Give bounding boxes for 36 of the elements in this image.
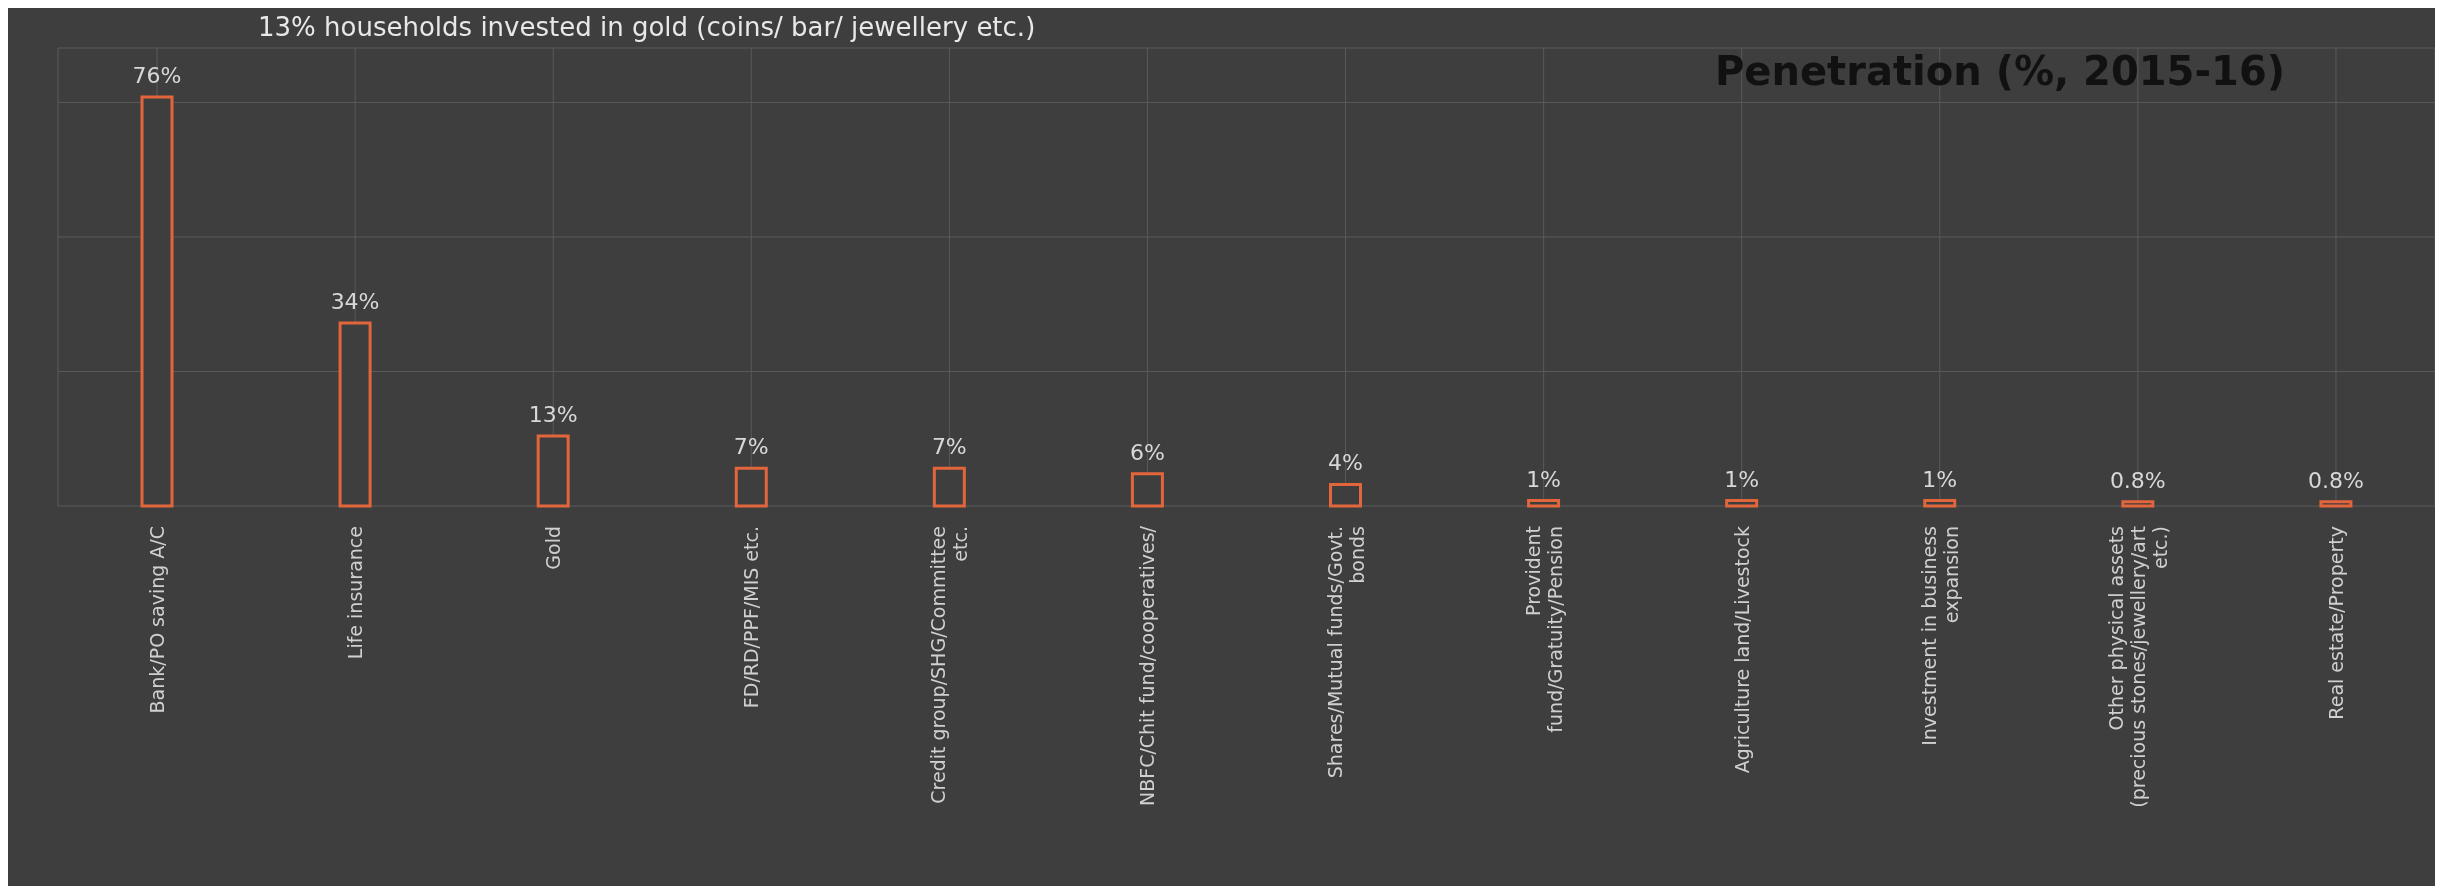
x-tick-label: Credit group/SHG/Committee etc. [927, 526, 972, 804]
x-tick-label: Investment in business expansion [1917, 526, 1962, 746]
bar [932, 466, 966, 508]
x-tick-label: Shares/Mutual funds/Govt. bonds [1323, 526, 1368, 779]
data-label: 13% [528, 402, 578, 428]
bar [1725, 499, 1759, 508]
data-label: 34% [330, 289, 380, 315]
x-tick-label: Bank/PO saving A/C [146, 526, 169, 714]
bar [2319, 500, 2353, 508]
x-tick-label: Agriculture land/Livestock [1730, 526, 1753, 774]
bar [1923, 499, 1957, 508]
bar [1130, 472, 1164, 508]
data-label: 1% [1724, 466, 1760, 492]
text: 13% households invested in gold (coins/ bar/ jewellery etc.) [258, 12, 1036, 42]
bar [338, 321, 372, 508]
data-label: 4% [1328, 450, 1363, 476]
x-tick-label: Real estate/Property [2324, 526, 2347, 720]
data-label: 7% [733, 434, 769, 460]
bar [140, 95, 174, 508]
bar [1527, 499, 1561, 508]
data-label: 6% [1129, 439, 1165, 465]
bar [1329, 482, 1362, 508]
data-label: 1% [1922, 466, 1958, 492]
x-tick-label: NBFC/Chit fund/cooperatives/ [1136, 525, 1159, 807]
x-tick-label: FD/RD/PPF/MIS etc. [740, 526, 763, 709]
data-label: 0.8% [2109, 467, 2166, 493]
x-tick-label: Other physical assets (precious stones/jewellery/art etc.) [2104, 526, 2171, 808]
data-label: 1% [1526, 466, 1562, 492]
data-label: 76% [132, 63, 182, 89]
data-label: 7% [931, 434, 967, 460]
bar [536, 434, 570, 508]
bar [734, 466, 768, 508]
data-label: 0.8% [2307, 467, 2364, 493]
bar [2121, 500, 2155, 508]
x-tick-label: Life insurance [344, 526, 367, 660]
x-tick-label: Gold [542, 526, 565, 570]
